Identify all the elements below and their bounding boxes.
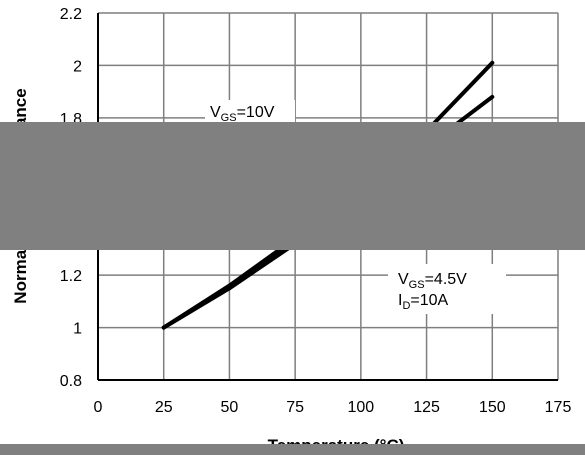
y-tick-label: 1 [73,321,82,338]
annotation-id-label: ID=10A [398,292,449,312]
y-tick-label: 0.8 [60,373,82,390]
annotation-vgs-10v-box [205,100,295,124]
x-tick-label: 0 [94,399,103,416]
annotation-vgs-4-5v: VGS=4.5V ID=10A [388,264,506,314]
annotation-vgs-label: VGS=4.5V [398,271,467,291]
y-tick-label: 2 [73,58,82,75]
redaction-bar [0,122,585,250]
redaction-bar-bottom [0,444,585,455]
annotation-vgs-10v-label: VGS=10V [210,104,275,124]
y-tick-label: 2.2 [60,6,82,23]
x-tick-label: 125 [413,399,440,416]
x-tick-label: 100 [348,399,375,416]
y-tick-label: 1.2 [60,268,82,285]
x-tick-label: 75 [286,399,304,416]
x-tick-label: 25 [155,399,173,416]
x-tick-label: 50 [221,399,239,416]
annotation-vgs-10v: VGS=10V [205,100,295,124]
x-tick-label: 150 [479,399,506,416]
x-tick-labels: 0 25 50 75 100 125 150 175 [94,399,572,416]
x-tick-label: 175 [545,399,572,416]
annotation-box [388,264,506,314]
